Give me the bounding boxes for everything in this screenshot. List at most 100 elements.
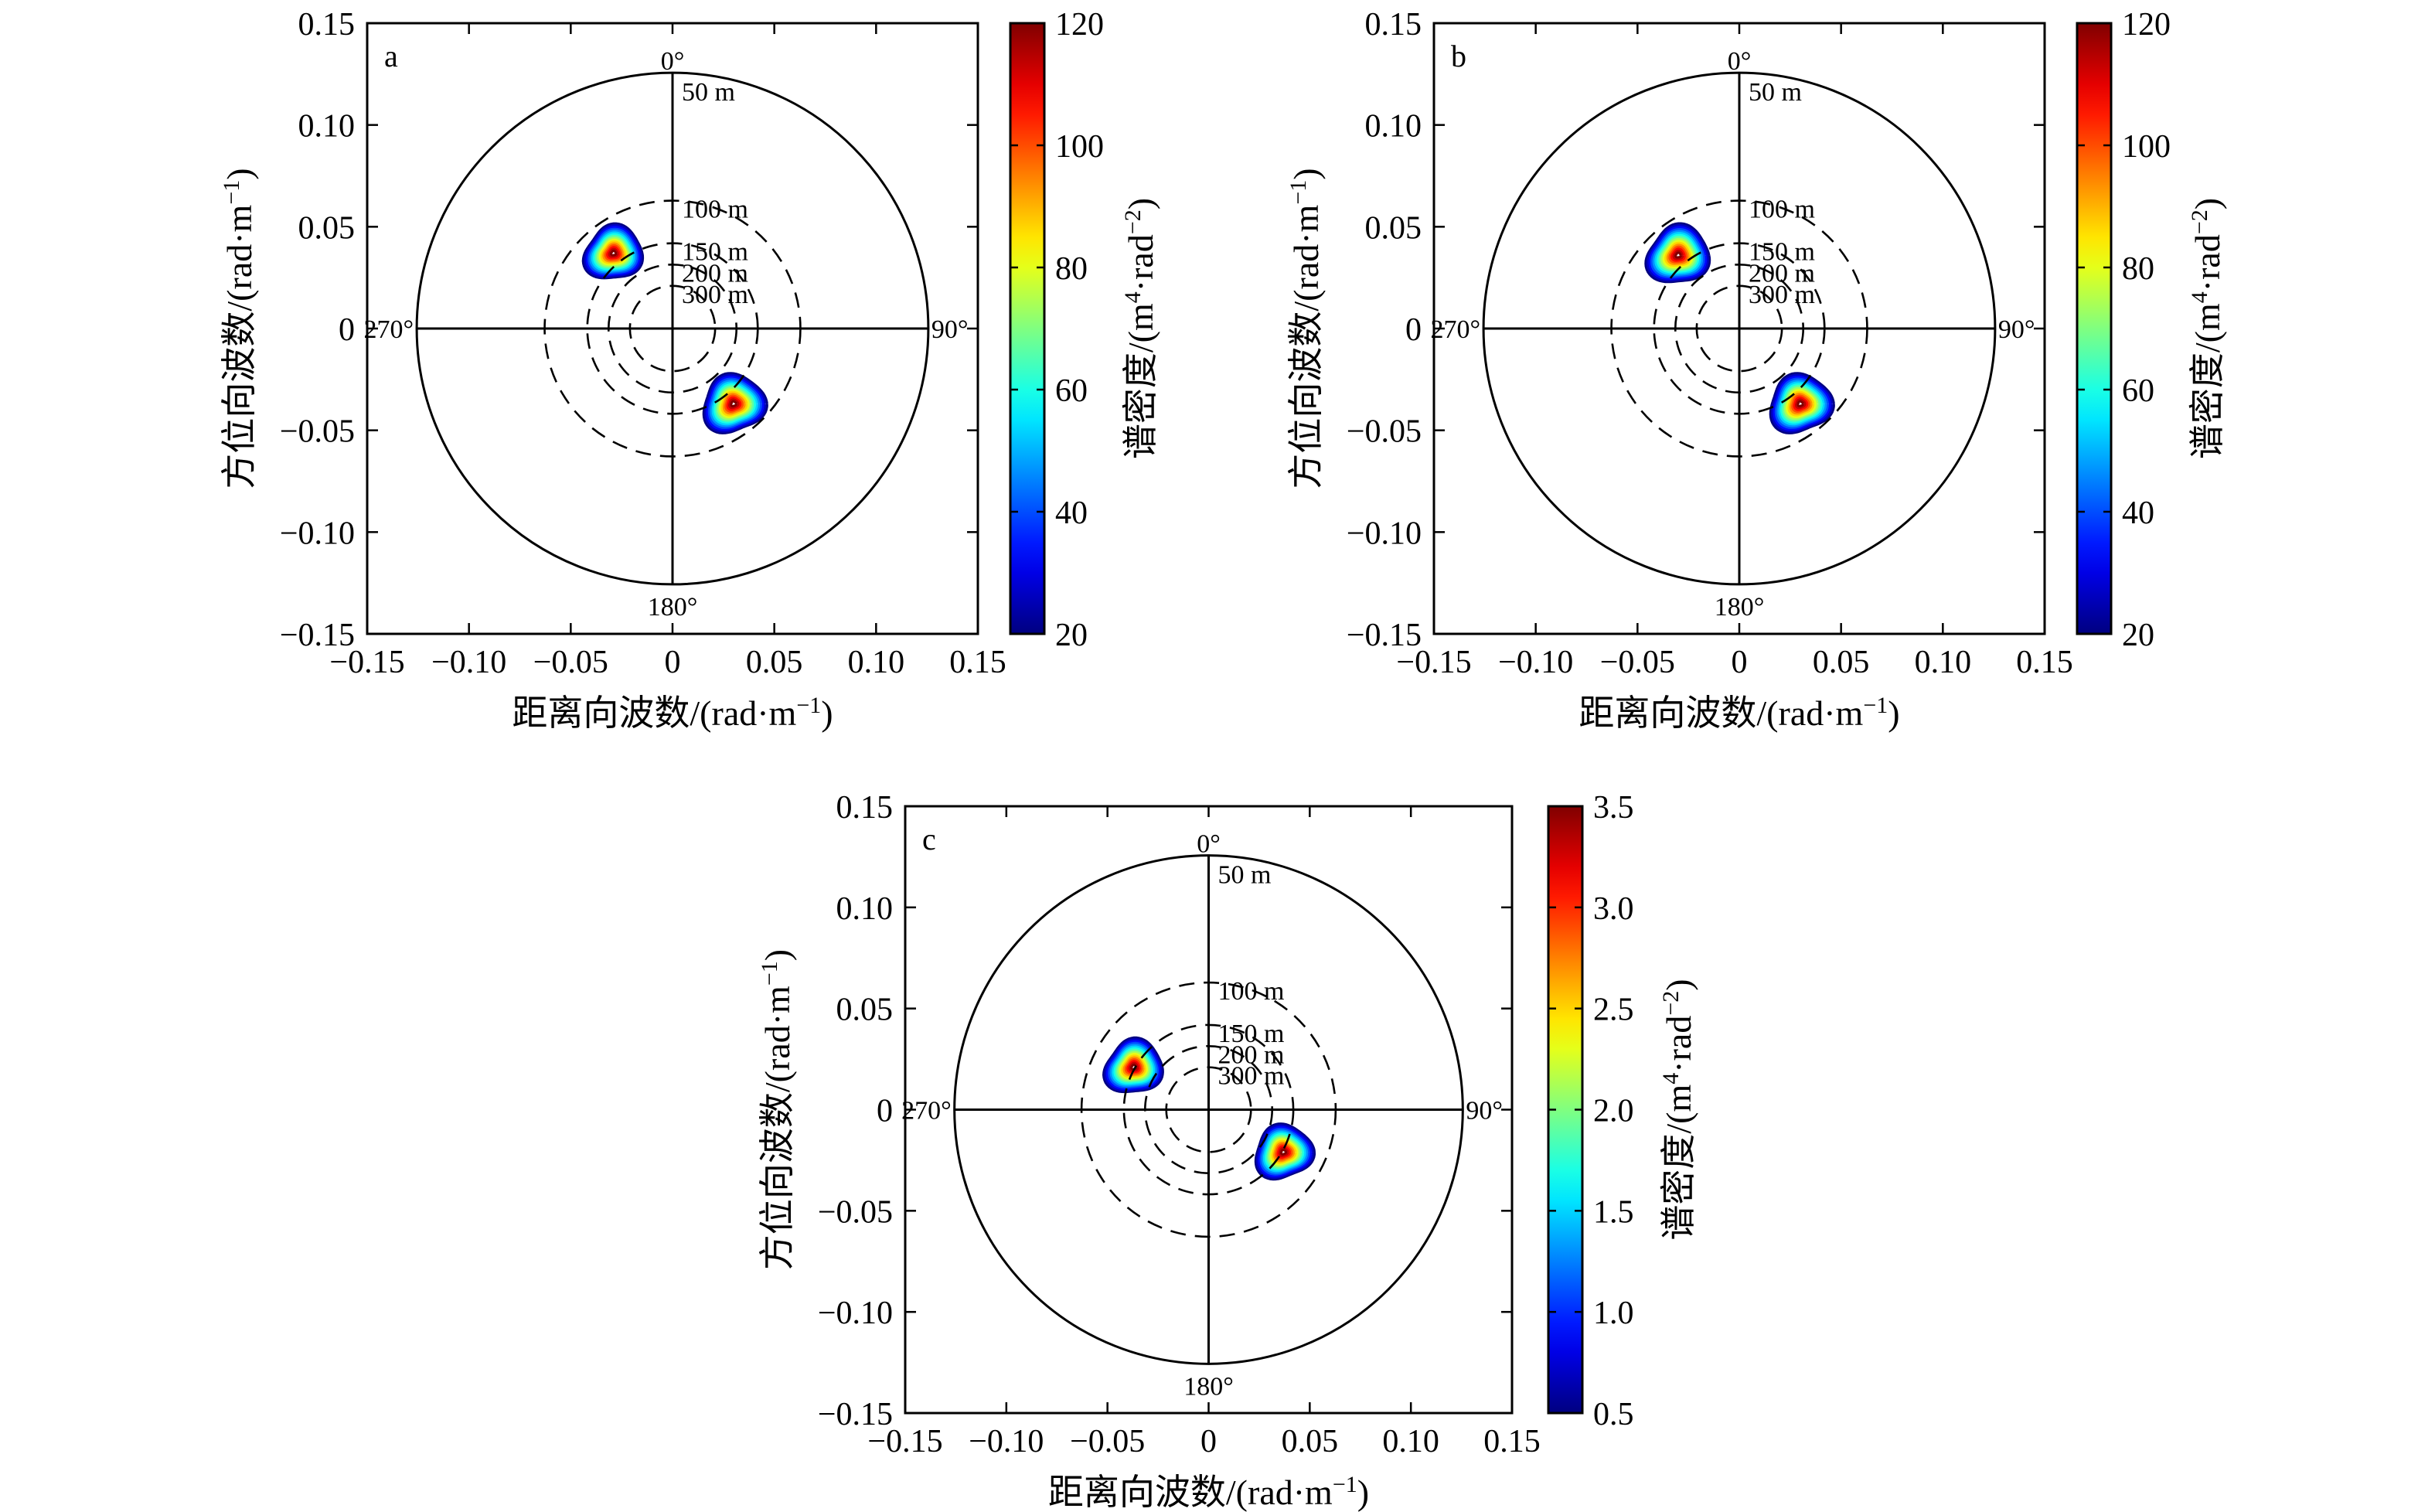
contour-line xyxy=(1124,1058,1143,1075)
colorbar-tick-label: 20 xyxy=(2122,618,2154,653)
contour-line xyxy=(1780,383,1823,424)
colorbar-tick-label: 0.5 xyxy=(1593,1397,1634,1432)
y-tick-label: −0.15 xyxy=(818,1397,893,1432)
contour-line xyxy=(1120,1054,1146,1078)
colorbar-tick-label: 80 xyxy=(1055,251,1088,287)
contour-line xyxy=(1789,392,1813,415)
contour-group xyxy=(581,222,768,434)
contour-line xyxy=(1773,376,1831,431)
x-tick-label: −0.10 xyxy=(1498,645,1573,680)
contour-line xyxy=(1796,400,1804,407)
ring-label-300m: 300 m xyxy=(1749,281,1815,309)
contour-line xyxy=(1670,247,1686,262)
y-tick-label: 0.10 xyxy=(1365,109,1422,145)
contour-line xyxy=(587,227,639,275)
x-tick-label: −0.10 xyxy=(969,1424,1044,1459)
y-tick-label: 0.15 xyxy=(836,790,894,826)
direction-label-180: 180° xyxy=(1183,1372,1234,1401)
contour-line xyxy=(602,242,625,263)
colorbar-label: 谱密度/(m4·rad−2) xyxy=(1120,198,1160,459)
contour-line xyxy=(597,237,630,267)
contour-line xyxy=(1102,1036,1164,1094)
direction-label-0: 0° xyxy=(1197,830,1221,859)
spectral-peak-1 xyxy=(1644,222,1711,284)
colorbar: 20 40 60 80 100 120 谱密度/(m4·rad−2) xyxy=(2076,7,2227,653)
contour-line xyxy=(1776,379,1827,427)
colorbar-label: 谱密度/(m4·rad−2) xyxy=(2187,198,2227,459)
spectral-peak-1 xyxy=(581,222,645,280)
contour-line xyxy=(1674,251,1682,259)
colorbar-tick-label: 100 xyxy=(1055,129,1104,165)
x-tick-label: −0.10 xyxy=(431,645,506,680)
spectral-peak-2 xyxy=(1254,1122,1316,1181)
colorbar-tick-label: 60 xyxy=(2122,373,2154,409)
contour-line xyxy=(1262,1131,1306,1173)
ring-label-50m: 50 m xyxy=(1749,78,1802,107)
contour-line xyxy=(593,233,634,271)
x-tick-label: 0.10 xyxy=(848,645,905,680)
contour-group xyxy=(1102,1036,1316,1181)
ring-label-50m: 50 m xyxy=(682,78,735,107)
contour-line xyxy=(1791,394,1810,414)
contour-line xyxy=(724,394,744,414)
contour-line xyxy=(719,389,750,419)
y-tick-label: 0.05 xyxy=(1365,210,1422,246)
contour-line xyxy=(610,250,618,257)
contour-line xyxy=(600,240,626,264)
panel-label: b xyxy=(1451,39,1466,73)
x-tick-label: −0.05 xyxy=(533,645,608,680)
x-tick-label: 0 xyxy=(1200,1424,1217,1459)
contour-line xyxy=(1793,396,1809,411)
contour-line xyxy=(1122,1056,1145,1077)
contour-line xyxy=(1786,389,1817,419)
contour-line xyxy=(704,373,767,433)
contour-line xyxy=(1273,1142,1295,1163)
y-tick-label: −0.10 xyxy=(818,1296,893,1331)
contour-line xyxy=(1269,1138,1299,1166)
contour-line xyxy=(584,223,642,278)
x-axis-label: 距离向波数/(rad·m−1) xyxy=(1578,693,1899,733)
contour-line xyxy=(1265,1132,1305,1171)
contour-line xyxy=(1656,233,1700,274)
contour-line xyxy=(1258,1125,1313,1177)
colorbar-tick-label: 40 xyxy=(1055,495,1088,531)
y-axis-label: 方位向波数/(rad·m−1) xyxy=(757,949,797,1270)
panel-label: c xyxy=(922,822,936,856)
direction-label-270: 270° xyxy=(363,315,414,344)
y-tick-label: 0 xyxy=(877,1094,893,1129)
ring-label-300m: 300 m xyxy=(682,281,748,309)
ring-label-150m: 150 m xyxy=(1218,1020,1285,1048)
direction-label-180: 180° xyxy=(1715,593,1765,621)
colorbar-tick-label: 80 xyxy=(2122,251,2154,287)
colorbar-tick-label: 60 xyxy=(1055,373,1088,409)
contour-line xyxy=(717,387,752,421)
x-tick-label: 0.10 xyxy=(1382,1424,1439,1459)
contour-line xyxy=(728,398,740,410)
contour-line xyxy=(1276,1145,1291,1160)
ring-label-200m: 200 m xyxy=(1218,1040,1285,1069)
spectral-peak-2 xyxy=(1769,372,1835,434)
contour-line xyxy=(715,385,754,422)
colorbar-tick-label: 1.0 xyxy=(1593,1296,1634,1331)
direction-label-270: 270° xyxy=(901,1097,952,1125)
direction-label-90: 90° xyxy=(1998,315,2035,344)
x-axis-label: 距离向波数/(rad·m−1) xyxy=(1048,1472,1369,1512)
y-tick-label: −0.15 xyxy=(1347,618,1422,653)
x-axis-label: 距离向波数/(rad·m−1) xyxy=(512,693,833,733)
tick-labels: −0.15 −0.10 −0.05 0 0.05 0.10 0.15 −0.15 −0.10 −0… xyxy=(280,7,1006,680)
colorbar-tick-label: 2.5 xyxy=(1593,993,1634,1028)
contour-line xyxy=(1254,1122,1316,1181)
y-tick-label: −0.05 xyxy=(280,414,355,450)
y-tick-label: 0.10 xyxy=(836,891,894,927)
colorbar-gradient xyxy=(2076,22,2113,635)
colorbar-tick-label: 3.0 xyxy=(1593,891,1634,927)
x-tick-label: 0.15 xyxy=(949,645,1006,680)
contour-line xyxy=(713,383,756,424)
panel-label: a xyxy=(384,39,398,73)
contour-line xyxy=(1650,227,1705,278)
contour-line xyxy=(710,379,761,427)
contour-line xyxy=(730,400,737,407)
contour-line xyxy=(1644,222,1711,284)
